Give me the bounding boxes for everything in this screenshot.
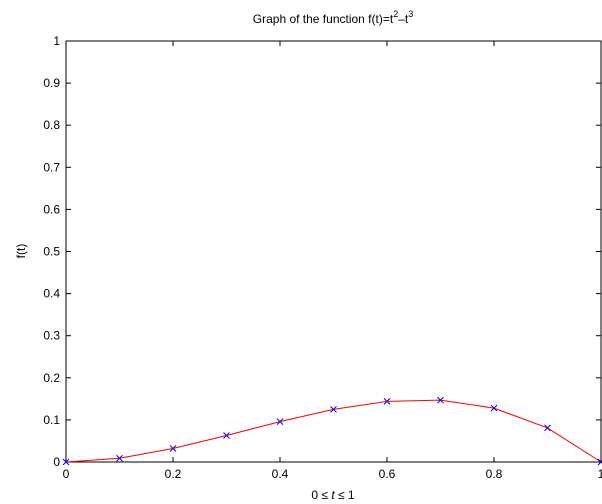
- y-tick-label: 0.5: [43, 245, 60, 259]
- data-point-marker: [62, 458, 70, 466]
- x-tick-label: 0.8: [486, 467, 503, 481]
- data-point-marker: [169, 445, 177, 452]
- y-tick-label: 0.9: [43, 76, 60, 90]
- y-tick-label: 0.3: [43, 329, 60, 343]
- y-tick-label: 0: [53, 455, 60, 469]
- x-tick-label: 0.4: [272, 467, 289, 481]
- y-axis-label: f(t): [14, 244, 28, 259]
- y-tick-label: 0.2: [43, 371, 60, 385]
- data-point-marker: [544, 424, 551, 432]
- title-exponent-2: 2: [393, 9, 398, 19]
- data-point-marker: [276, 418, 284, 425]
- data-point-marker: [383, 398, 391, 405]
- data-point-marker: [223, 432, 230, 439]
- data-point-marker: [116, 454, 123, 462]
- y-tick-label: 0.6: [43, 202, 60, 216]
- x-tick-label: 0: [63, 467, 70, 481]
- y-tick-label: 1: [53, 34, 60, 48]
- y-tick-label: 0.8: [43, 118, 60, 132]
- x-tick-label: 0.6: [379, 467, 396, 481]
- y-tick-label: 0.4: [43, 287, 60, 301]
- y-tick-label: 0.1: [43, 413, 60, 427]
- chart-title: Graph of the function f(t)=t2–t3: [253, 9, 413, 26]
- data-point-marker: [330, 406, 337, 413]
- data-point-marker: [490, 404, 498, 412]
- x-axis-label: 0 ≤ t ≤ 1: [311, 488, 355, 502]
- data-point-marker: [597, 458, 602, 466]
- y-tick-label: 0.7: [43, 160, 60, 174]
- x-tick-label: 1: [598, 467, 602, 481]
- x-tick-label: 0.2: [165, 467, 182, 481]
- title-exponent-3: 3: [408, 9, 413, 19]
- plot-area: [65, 40, 602, 463]
- data-point-marker: [437, 396, 444, 404]
